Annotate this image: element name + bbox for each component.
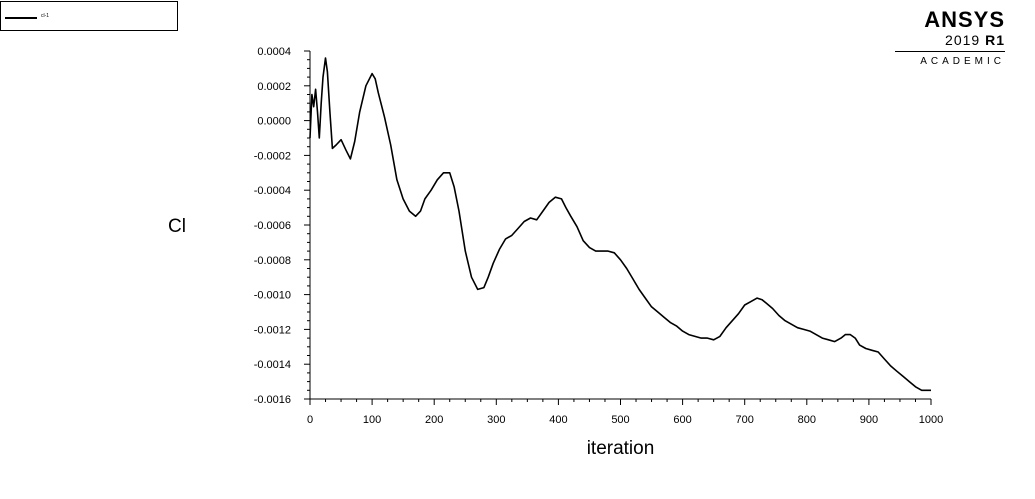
- x-tick-label: 600: [673, 414, 691, 426]
- brand-version-line: 2019 R1: [895, 32, 1005, 48]
- y-tick-label: 0.0000: [257, 116, 291, 128]
- x-tick-label: 800: [798, 414, 816, 426]
- brand-release: R1: [985, 32, 1005, 48]
- legend-box: cl-1: [0, 1, 178, 31]
- y-tick-label: -0.0006: [254, 220, 291, 232]
- legend-label: cl-1: [41, 13, 50, 19]
- x-tick-label: 300: [487, 414, 505, 426]
- legend-swatch-cl-1: [5, 17, 37, 19]
- brand-name: ANSYS: [924, 7, 1005, 32]
- x-tick-label: 900: [860, 414, 878, 426]
- y-tick-label: 0.0004: [257, 46, 291, 58]
- brand-edition: ACADEMIC: [920, 56, 1005, 67]
- x-tick-label: 200: [425, 414, 443, 426]
- ansys-logo: ANSYS 2019 R1 ACADEMIC: [895, 8, 1005, 68]
- brand-divider: [895, 51, 1005, 52]
- x-tick-label: 1000: [919, 414, 943, 426]
- y-axis-title: Cl: [168, 216, 186, 237]
- x-tick-label: 0: [307, 414, 313, 426]
- x-tick-label: 400: [549, 414, 567, 426]
- x-axis-title: iteration: [587, 438, 655, 459]
- x-tick-label: 500: [611, 414, 629, 426]
- x-tick-label: 100: [363, 414, 381, 426]
- series-line-cl-1: [309, 57, 931, 392]
- y-tick-label: -0.0016: [254, 394, 291, 406]
- y-tick-label: -0.0012: [254, 324, 291, 336]
- y-tick-label: -0.0010: [254, 290, 291, 302]
- y-tick-label: -0.0014: [254, 359, 291, 371]
- y-tick-label: -0.0004: [254, 185, 291, 197]
- x-tick-label: 700: [736, 414, 754, 426]
- brand-version: 2019: [945, 32, 981, 48]
- axes: [309, 51, 931, 400]
- y-tick-label: 0.0002: [257, 81, 291, 93]
- series-layer: [309, 57, 931, 392]
- y-tick-label: -0.0008: [254, 255, 291, 267]
- ticks: 0.0004 0.0002 0.0000 -0.0002 -0.0004 -0.0006 -…: [254, 46, 944, 426]
- y-tick-label: -0.0002: [254, 150, 291, 162]
